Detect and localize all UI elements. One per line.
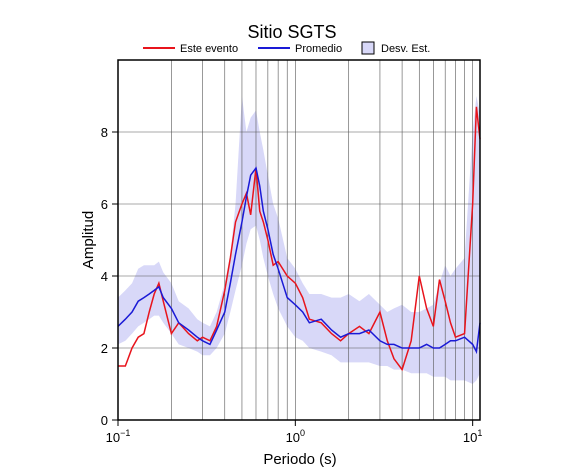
- chart-title: Sitio SGTS: [247, 22, 336, 42]
- legend-label: Promedio: [295, 43, 342, 55]
- legend-label: Desv. Est.: [381, 43, 430, 55]
- x-axis-label: Periodo (s): [263, 451, 336, 468]
- std-band: [118, 96, 480, 384]
- y-tick-label: 4: [101, 269, 108, 284]
- legend-label: Este evento: [180, 43, 238, 55]
- legend-swatch: [361, 41, 375, 55]
- y-axis-label: Amplitud: [80, 211, 97, 269]
- y-tick-label: 0: [101, 413, 108, 428]
- x-tick-label: 101: [463, 428, 482, 445]
- x-tick-base: 10: [286, 430, 300, 445]
- x-tick-exponent: 0: [300, 428, 305, 438]
- y-tick-label: 6: [101, 197, 108, 212]
- x-tick-label: 10−1: [106, 428, 131, 445]
- x-tick-base: 10: [463, 430, 477, 445]
- y-tick-label: 8: [101, 125, 108, 140]
- y-tick-label: 2: [101, 341, 108, 356]
- x-tick-base: 10: [106, 430, 120, 445]
- data-line: [117, 166, 481, 355]
- x-tick-label: 100: [286, 428, 305, 445]
- x-tick-exponent: 1: [477, 428, 482, 438]
- plot-frame: [117, 59, 481, 421]
- x-tick-exponent: −1: [120, 428, 130, 438]
